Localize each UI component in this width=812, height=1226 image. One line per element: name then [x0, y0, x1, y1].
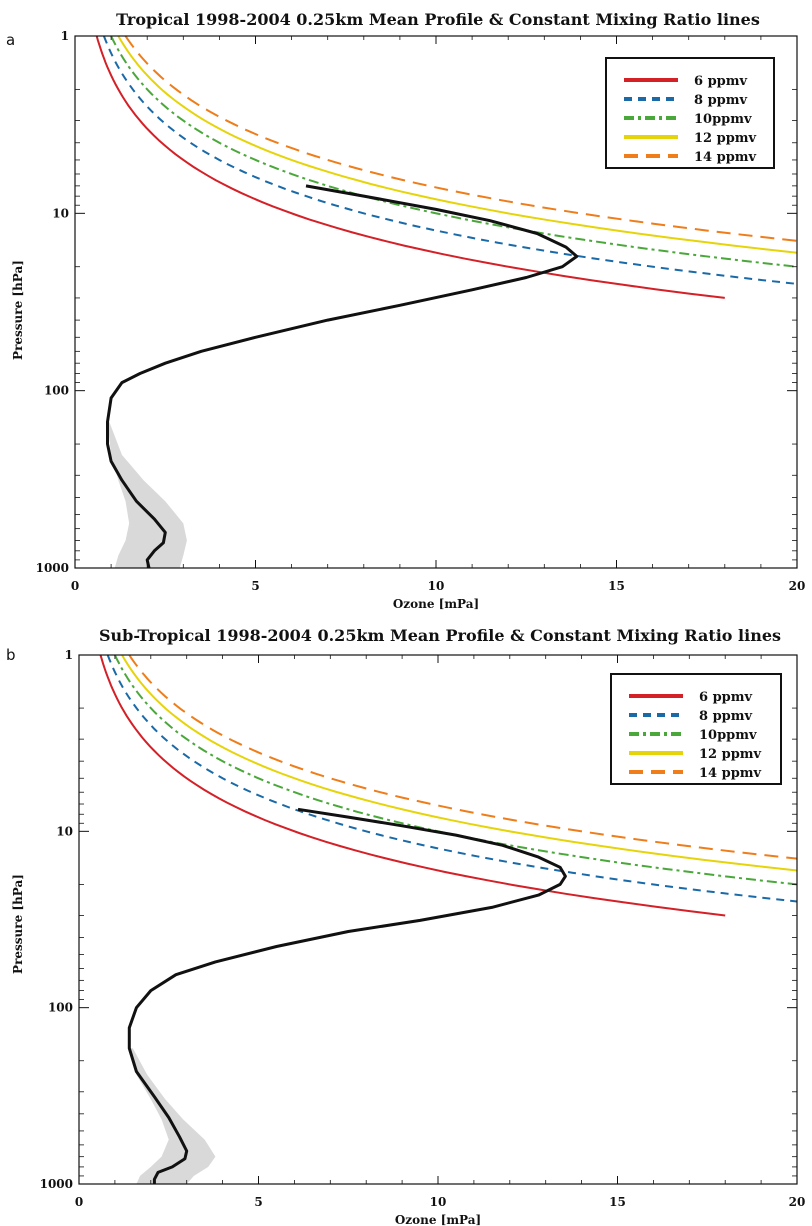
legend-label: 10ppmv: [699, 728, 757, 743]
series-line-12-ppmv: [121, 654, 798, 872]
y-tick-label: 1: [61, 29, 69, 43]
x-tick-label: 5: [251, 579, 259, 593]
plot-area: [99, 654, 798, 1184]
y-axis-label: Pressure [hPa]: [11, 874, 25, 974]
legend: 6 ppmv 8 ppmv 10ppmv 12 ppmv 14 ppmv: [610, 673, 782, 785]
plot-area: [95, 35, 798, 569]
series-line-14-ppmv: [124, 35, 798, 242]
y-tick-label: 1000: [36, 561, 69, 575]
x-axis-label: Ozone [mPa]: [393, 597, 479, 611]
panel-letter: a: [6, 31, 15, 49]
legend-label: 12 ppmv: [699, 747, 762, 762]
legend-box: [605, 57, 775, 169]
y-tick-label: 10: [56, 824, 73, 838]
legend-label: 6 ppmv: [694, 74, 748, 89]
chart-panel-a: a Tropical 1998-2004 0.25km Mean Profile…: [6, 10, 805, 611]
x-tick-label: 15: [608, 579, 625, 593]
x-axis-label: Ozone [mPa]: [395, 1213, 481, 1226]
legend-label: 6 ppmv: [699, 690, 753, 705]
y-tick-label: 1000: [40, 1177, 73, 1191]
legend-label: 8 ppmv: [694, 93, 748, 108]
legend-label: 10ppmv: [694, 112, 752, 127]
y-tick-label: 100: [48, 1001, 73, 1015]
x-tick-label: 20: [789, 579, 806, 593]
series-line-14-ppmv: [128, 654, 798, 860]
x-tick-label: 10: [428, 579, 445, 593]
series-line-6-ppmv: [99, 654, 726, 917]
legend-label: 14 ppmv: [699, 766, 762, 781]
panel-letter: b: [6, 646, 16, 664]
x-tick-label: 10: [430, 1195, 447, 1209]
x-tick-label: 20: [789, 1195, 806, 1209]
mean-profile-line: [106, 184, 579, 569]
chart-panel-b: b Sub-Tropical 1998-2004 0.25km Mean Pro…: [6, 626, 805, 1226]
variability-band: [129, 1048, 216, 1184]
legend-label: 8 ppmv: [699, 709, 753, 724]
y-tick-label: 1: [65, 648, 73, 662]
y-axis-label: Pressure [hPa]: [11, 260, 25, 360]
x-tick-label: 15: [609, 1195, 626, 1209]
chart-title: Tropical 1998-2004 0.25km Mean Profile &…: [116, 10, 760, 29]
series-line-6-ppmv: [95, 35, 725, 299]
legend: 6 ppmv 8 ppmv 10ppmv 12 ppmv 14 ppmv: [605, 57, 775, 169]
series-line-8-ppmv: [102, 35, 798, 285]
legend-label: 12 ppmv: [694, 131, 757, 146]
chart-title: Sub-Tropical 1998-2004 0.25km Mean Profi…: [99, 626, 781, 645]
series-line-8-ppmv: [106, 654, 798, 903]
variability-band: [107, 421, 187, 568]
y-tick-label: 10: [52, 206, 69, 220]
y-tick-label: 100: [44, 384, 69, 398]
legend-box: [610, 673, 782, 785]
legend-label: 14 ppmv: [694, 150, 757, 165]
series-line-10ppmv: [113, 654, 798, 886]
x-tick-label: 0: [71, 579, 79, 593]
x-tick-label: 5: [254, 1195, 262, 1209]
mean-profile-line: [127, 807, 567, 1184]
series-line-12-ppmv: [117, 35, 798, 254]
x-tick-label: 0: [75, 1195, 83, 1209]
